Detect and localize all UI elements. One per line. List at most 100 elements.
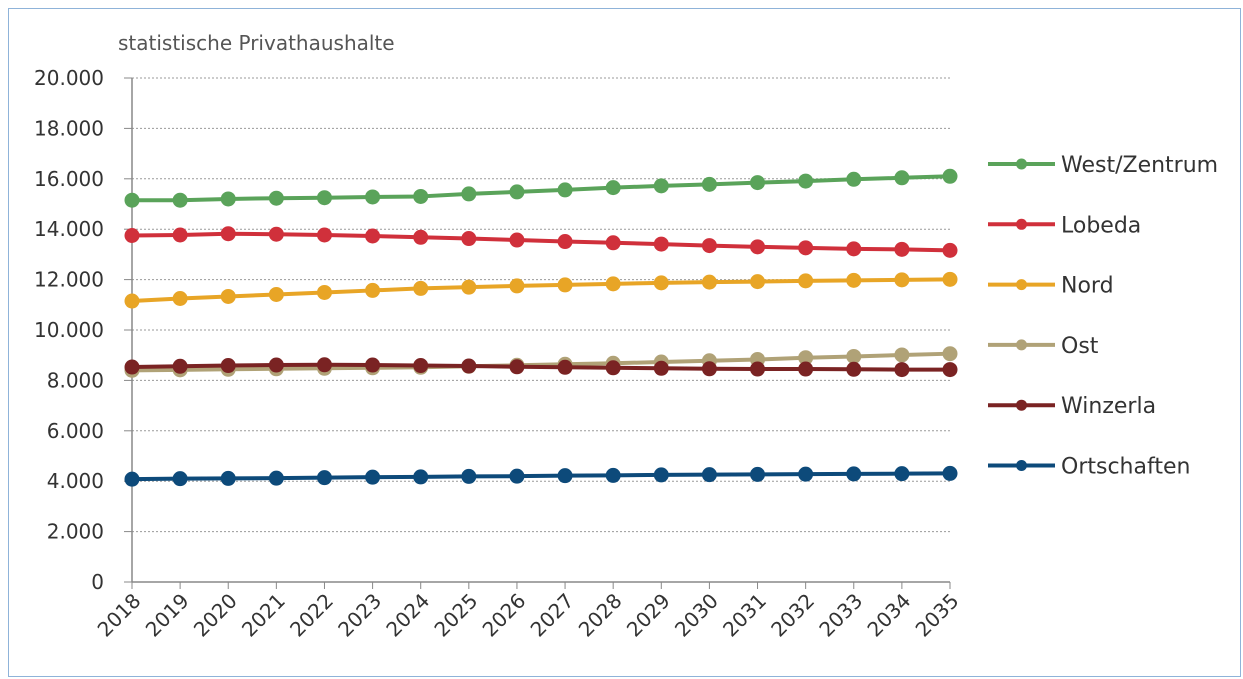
data-point <box>653 178 669 194</box>
data-point <box>942 346 958 362</box>
data-point <box>124 359 140 375</box>
data-point <box>220 470 236 486</box>
x-tick-label: 2034 <box>862 589 915 642</box>
y-tick-label: 6.000 <box>47 419 104 443</box>
gridlines <box>132 77 950 533</box>
legend: West/Zentrum Lobeda Nord Ost Winzerla Ortscha… <box>988 153 1218 480</box>
data-point <box>172 227 188 243</box>
data-point <box>509 232 525 248</box>
series-winzerla <box>124 357 958 378</box>
data-point <box>894 272 910 288</box>
legend-swatch-marker <box>1016 339 1027 351</box>
data-point <box>557 468 573 484</box>
data-point <box>413 229 429 245</box>
data-point <box>172 291 188 306</box>
data-point <box>124 471 140 487</box>
data-point <box>413 280 429 296</box>
legend-entry: Nord <box>988 274 1114 299</box>
data-point <box>605 276 621 292</box>
legend-swatch-marker <box>1016 460 1027 471</box>
legend-label: Ost <box>1061 334 1099 359</box>
data-point <box>605 360 621 376</box>
series-nord <box>124 271 958 309</box>
data-point <box>846 241 862 257</box>
legend-label: Lobeda <box>1061 213 1141 238</box>
x-tick-label: 2030 <box>670 589 723 642</box>
series-line <box>131 231 951 253</box>
data-point <box>605 467 621 483</box>
data-point <box>220 226 236 242</box>
data-point <box>701 361 717 377</box>
x-tick-label: 2024 <box>381 589 434 642</box>
x-tick-label: 2025 <box>429 589 482 642</box>
data-point <box>172 192 188 208</box>
legend-swatch-marker <box>1016 279 1027 291</box>
data-point <box>894 362 910 378</box>
data-point <box>894 347 910 363</box>
data-point <box>509 359 525 375</box>
data-point <box>942 465 958 481</box>
data-point <box>653 467 669 483</box>
data-point <box>220 358 236 374</box>
data-point <box>701 238 717 254</box>
data-point <box>750 361 766 377</box>
data-point <box>846 171 862 187</box>
data-point <box>461 358 477 374</box>
data-point <box>605 235 621 251</box>
data-point <box>894 170 910 186</box>
legend-entry: Lobeda <box>988 213 1141 238</box>
y-tick-labels: 0 2.000 4.000 6.000 8.000 10.000 12.000 14.000 1… <box>34 66 104 594</box>
data-point <box>509 184 525 200</box>
data-point <box>413 358 429 374</box>
series-line <box>131 471 951 482</box>
data-point <box>461 279 477 295</box>
data-point <box>557 182 573 198</box>
data-point <box>798 240 814 256</box>
x-tick-labels: 2018201920202021202220232024202520262027… <box>93 589 964 642</box>
legend-label: Winzerla <box>1061 394 1156 419</box>
y-tick-label: 12.000 <box>34 268 104 292</box>
data-point <box>846 361 862 377</box>
data-point <box>942 242 958 258</box>
data-point <box>653 360 669 376</box>
data-point <box>846 272 862 288</box>
data-point <box>942 168 958 184</box>
data-point <box>316 227 332 243</box>
legend-entry: Winzerla <box>988 394 1156 419</box>
series-west-zentrum <box>124 168 958 208</box>
data-point <box>798 361 814 377</box>
y-tick-label: 8.000 <box>47 368 104 392</box>
data-point <box>268 190 284 206</box>
x-tick-label: 2027 <box>526 589 579 642</box>
data-point <box>894 241 910 257</box>
data-point <box>172 358 188 374</box>
data-point <box>124 192 140 208</box>
data-point <box>557 234 573 250</box>
x-tick-label: 2022 <box>285 589 338 642</box>
legend-entry: West/Zentrum <box>988 153 1218 178</box>
data-point <box>268 357 284 373</box>
series-ost <box>124 346 958 378</box>
axes <box>124 77 951 589</box>
data-point <box>461 231 477 247</box>
data-point <box>461 186 477 202</box>
data-point <box>365 228 381 244</box>
legend-label: West/Zentrum <box>1061 153 1218 178</box>
y-tick-label: 0 <box>91 570 104 594</box>
legend-swatch-marker <box>1016 218 1027 230</box>
data-point <box>413 469 429 485</box>
data-point <box>942 362 958 378</box>
y-tick-label: 16.000 <box>34 167 104 191</box>
data-point <box>172 471 188 487</box>
series-line <box>132 174 951 203</box>
data-point <box>942 271 958 287</box>
data-point <box>509 468 525 484</box>
data-point <box>798 466 814 482</box>
data-point <box>316 357 332 373</box>
y-tick-label: 2.000 <box>47 520 104 544</box>
data-point <box>316 190 332 206</box>
data-point <box>894 466 910 482</box>
y-tick-label: 18.000 <box>34 116 104 140</box>
data-point <box>124 228 140 243</box>
legend-label: Nord <box>1061 274 1114 299</box>
